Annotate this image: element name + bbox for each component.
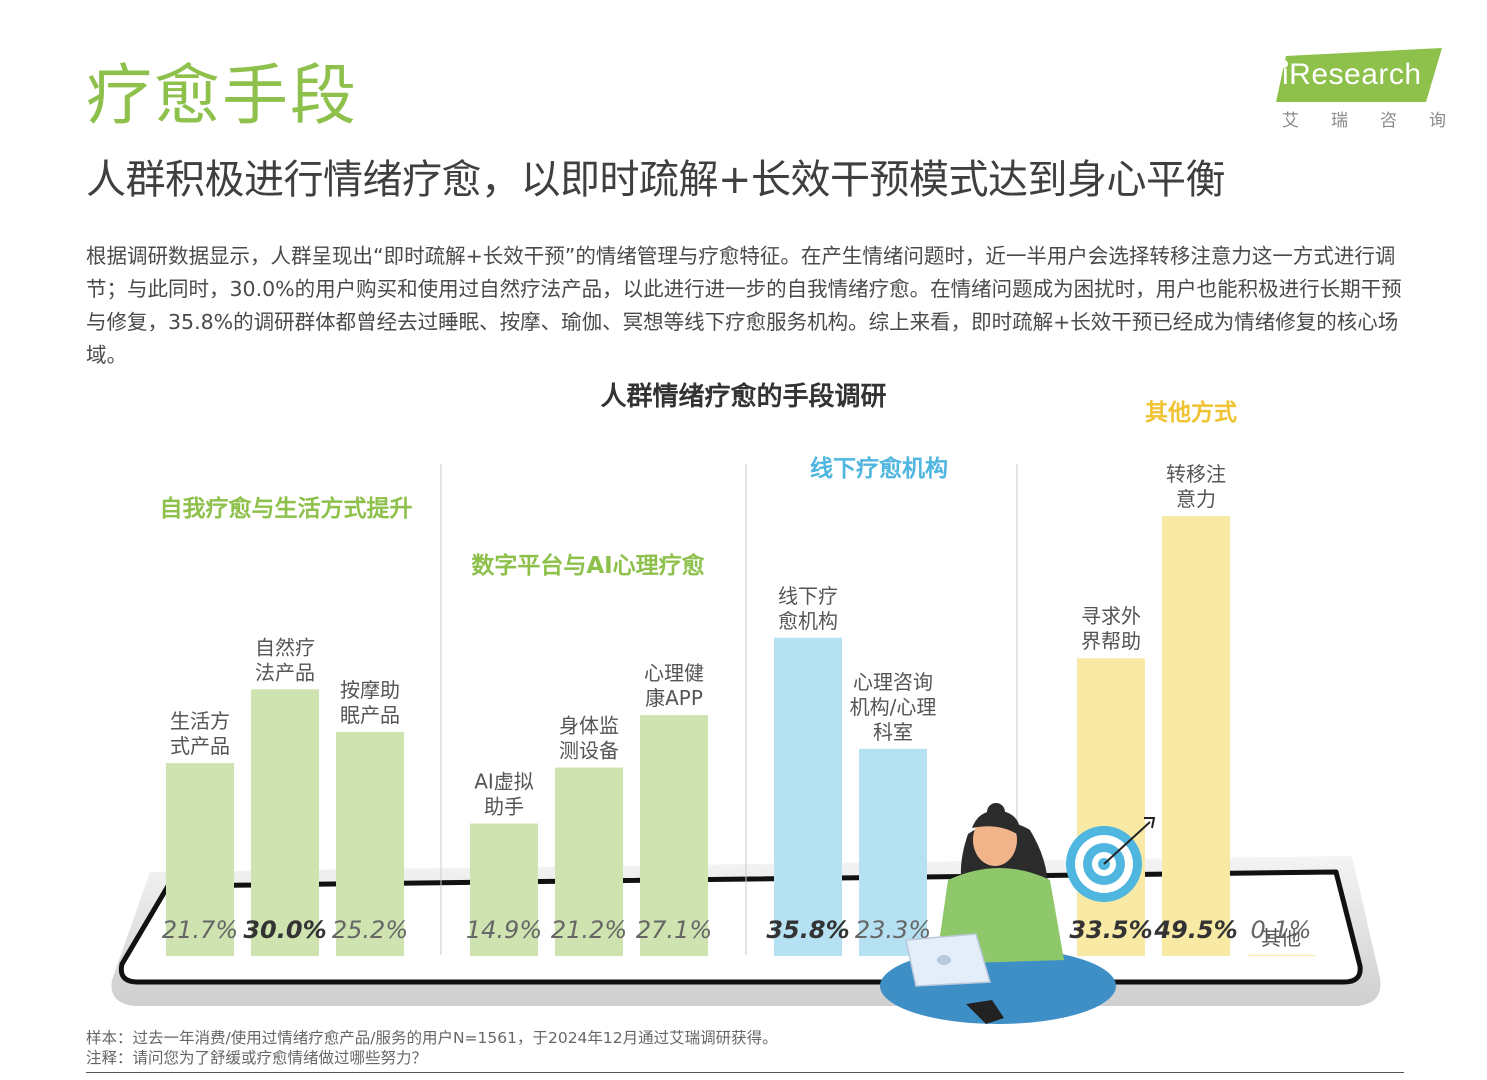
character-shoe [966, 1000, 1004, 1024]
character-hair-top [972, 810, 1021, 836]
logo-cn-char: 艾 [1282, 111, 1299, 131]
value-label: 27.1% [636, 916, 712, 944]
value-label: 21.7% [162, 916, 238, 944]
bar [336, 732, 404, 956]
group-header: 数字平台与AI心理疗愈 [471, 552, 705, 579]
intro-paragraph: 根据调研数据显示，人群呈现出“即时疏解+长效干预”的情绪管理与疗愈特征。在产生情… [86, 244, 1402, 367]
chart-title: 人群情绪疗愈的手段调研 [600, 382, 887, 412]
category-label: 身体监测设备 [559, 714, 619, 763]
category-label: 生活方式产品 [170, 709, 230, 758]
value-label: 35.8% [766, 916, 849, 944]
value-label: 33.5% [1069, 916, 1152, 944]
laptop-logo [937, 955, 951, 965]
footer-divider [86, 1072, 1404, 1073]
bar [1247, 955, 1315, 956]
category-label: 其他 [1261, 926, 1301, 950]
logo-cn-text: 艾 瑞 咨 询 [1282, 106, 1446, 131]
bar [251, 689, 319, 956]
category-label: 心理健康APP [644, 661, 704, 710]
bar [166, 763, 234, 956]
logo-cn-char: 咨 [1380, 111, 1397, 131]
bar [774, 637, 842, 956]
value-label: 14.9% [466, 916, 542, 944]
logo-wordmark: iResearch [1282, 58, 1422, 91]
category-label: 心理咨询机构/心理科室 [850, 670, 937, 744]
category-label: AI虚拟助手 [474, 770, 534, 819]
iresearch-logo: iResearch 艾 瑞 咨 询 [1276, 44, 1456, 144]
value-label: 0.1% [1251, 916, 1312, 944]
category-label: 转移注意力 [1166, 462, 1226, 511]
group-header: 自我疗愈与生活方式提升 [160, 495, 413, 522]
bar [555, 767, 623, 956]
logo-banner-icon [1276, 48, 1442, 102]
logo-cn-char: 询 [1429, 111, 1446, 131]
value-label: 25.2% [332, 916, 408, 944]
question-footnote: 注释：请问您为了舒缓或疗愈情绪做过哪些努力？ [86, 1049, 428, 1067]
bar [640, 715, 708, 956]
bar [859, 748, 927, 956]
arrow-fletch [1144, 817, 1156, 829]
page-title: 疗愈手段 [86, 57, 358, 134]
character-bun [987, 803, 1005, 821]
bar [1162, 516, 1230, 956]
category-label: 按摩助眠产品 [340, 678, 400, 727]
page-subtitle: 人群积极进行情绪疗愈，以即时疏解+长效干预模式达到身心平衡 [86, 157, 1226, 203]
arrow-icon [1103, 821, 1151, 865]
value-label: 49.5% [1153, 916, 1237, 944]
sample-footnote: 样本：过去一年消费/使用过情绪疗愈产品/服务的用户N=1561，于2024年12… [86, 1029, 778, 1047]
bar [1077, 658, 1145, 956]
value-label: 21.2% [551, 916, 627, 944]
category-label: 自然疗法产品 [255, 635, 315, 684]
group-header: 线下疗愈机构 [810, 455, 948, 482]
category-label: 寻求外界帮助 [1081, 604, 1141, 653]
category-label: 线下疗愈机构 [778, 584, 838, 633]
group-header: 其他方式 [1145, 399, 1237, 426]
bar [470, 823, 538, 956]
value-label: 30.0% [243, 916, 326, 944]
logo-cn-char: 瑞 [1331, 111, 1348, 131]
